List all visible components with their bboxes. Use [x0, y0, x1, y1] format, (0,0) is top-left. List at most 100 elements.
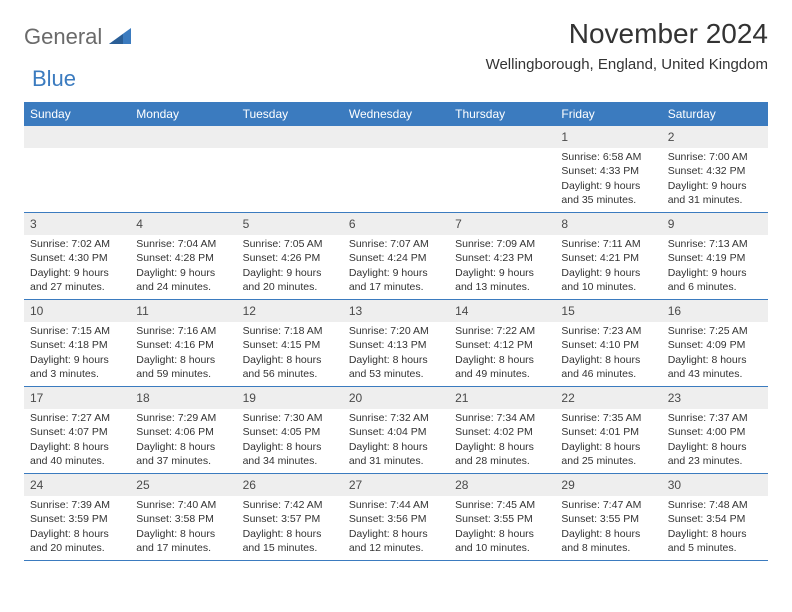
daylight-line1: Daylight: 8 hours [136, 353, 230, 367]
sunrise-text: Sunrise: 7:44 AM [349, 498, 443, 512]
day-number: 9 [662, 213, 768, 235]
day-header-tue: Tuesday [237, 102, 343, 126]
day-body: Sunrise: 7:00 AMSunset: 4:32 PMDaylight:… [662, 148, 768, 211]
day-number: 15 [555, 300, 661, 322]
sunset-text: Sunset: 3:59 PM [30, 512, 124, 526]
sunrise-text: Sunrise: 7:40 AM [136, 498, 230, 512]
sunrise-text: Sunrise: 7:23 AM [561, 324, 655, 338]
day-cell: 16Sunrise: 7:25 AMSunset: 4:09 PMDayligh… [662, 300, 768, 386]
day-cell: 5Sunrise: 7:05 AMSunset: 4:26 PMDaylight… [237, 213, 343, 299]
sunset-text: Sunset: 4:16 PM [136, 338, 230, 352]
sunrise-text: Sunrise: 7:15 AM [30, 324, 124, 338]
daylight-line1: Daylight: 8 hours [243, 353, 337, 367]
daylight-line2: and 23 minutes. [668, 454, 762, 468]
empty-num [130, 126, 236, 148]
day-number: 27 [343, 474, 449, 496]
daylight-line2: and 8 minutes. [561, 541, 655, 555]
daylight-line2: and 17 minutes. [136, 541, 230, 555]
daylight-line2: and 10 minutes. [561, 280, 655, 294]
day-cell: 30Sunrise: 7:48 AMSunset: 3:54 PMDayligh… [662, 474, 768, 560]
sunrise-text: Sunrise: 7:22 AM [455, 324, 549, 338]
empty-cell [449, 126, 555, 212]
day-cell: 11Sunrise: 7:16 AMSunset: 4:16 PMDayligh… [130, 300, 236, 386]
day-number: 25 [130, 474, 236, 496]
day-body: Sunrise: 6:58 AMSunset: 4:33 PMDaylight:… [555, 148, 661, 211]
daylight-line2: and 25 minutes. [561, 454, 655, 468]
daylight-line2: and 31 minutes. [668, 193, 762, 207]
daylight-line1: Daylight: 9 hours [668, 266, 762, 280]
day-cell: 10Sunrise: 7:15 AMSunset: 4:18 PMDayligh… [24, 300, 130, 386]
day-body: Sunrise: 7:47 AMSunset: 3:55 PMDaylight:… [555, 496, 661, 559]
sunset-text: Sunset: 4:12 PM [455, 338, 549, 352]
daylight-line2: and 43 minutes. [668, 367, 762, 381]
daylight-line2: and 28 minutes. [455, 454, 549, 468]
day-number: 29 [555, 474, 661, 496]
day-cell: 15Sunrise: 7:23 AMSunset: 4:10 PMDayligh… [555, 300, 661, 386]
day-number: 20 [343, 387, 449, 409]
day-body: Sunrise: 7:44 AMSunset: 3:56 PMDaylight:… [343, 496, 449, 559]
day-number: 18 [130, 387, 236, 409]
daylight-line1: Daylight: 9 hours [455, 266, 549, 280]
sunset-text: Sunset: 4:26 PM [243, 251, 337, 265]
daylight-line2: and 10 minutes. [455, 541, 549, 555]
day-number: 11 [130, 300, 236, 322]
week-row: 1Sunrise: 6:58 AMSunset: 4:33 PMDaylight… [24, 126, 768, 213]
sunrise-text: Sunrise: 7:04 AM [136, 237, 230, 251]
week-row: 17Sunrise: 7:27 AMSunset: 4:07 PMDayligh… [24, 387, 768, 474]
day-body: Sunrise: 7:02 AMSunset: 4:30 PMDaylight:… [24, 235, 130, 298]
weeks-container: 1Sunrise: 6:58 AMSunset: 4:33 PMDaylight… [24, 126, 768, 561]
daylight-line2: and 6 minutes. [668, 280, 762, 294]
day-header-wed: Wednesday [343, 102, 449, 126]
day-header-row: Sunday Monday Tuesday Wednesday Thursday… [24, 102, 768, 126]
day-body: Sunrise: 7:30 AMSunset: 4:05 PMDaylight:… [237, 409, 343, 472]
day-body: Sunrise: 7:04 AMSunset: 4:28 PMDaylight:… [130, 235, 236, 298]
sunset-text: Sunset: 3:55 PM [561, 512, 655, 526]
daylight-line1: Daylight: 9 hours [30, 353, 124, 367]
daylight-line2: and 15 minutes. [243, 541, 337, 555]
day-cell: 21Sunrise: 7:34 AMSunset: 4:02 PMDayligh… [449, 387, 555, 473]
sunset-text: Sunset: 4:13 PM [349, 338, 443, 352]
sunrise-text: Sunrise: 7:13 AM [668, 237, 762, 251]
sunset-text: Sunset: 4:33 PM [561, 164, 655, 178]
daylight-line2: and 37 minutes. [136, 454, 230, 468]
daylight-line2: and 35 minutes. [561, 193, 655, 207]
day-cell: 2Sunrise: 7:00 AMSunset: 4:32 PMDaylight… [662, 126, 768, 212]
day-body: Sunrise: 7:07 AMSunset: 4:24 PMDaylight:… [343, 235, 449, 298]
day-cell: 4Sunrise: 7:04 AMSunset: 4:28 PMDaylight… [130, 213, 236, 299]
day-body: Sunrise: 7:25 AMSunset: 4:09 PMDaylight:… [662, 322, 768, 385]
day-cell: 13Sunrise: 7:20 AMSunset: 4:13 PMDayligh… [343, 300, 449, 386]
day-number: 16 [662, 300, 768, 322]
sunrise-text: Sunrise: 7:07 AM [349, 237, 443, 251]
week-row: 10Sunrise: 7:15 AMSunset: 4:18 PMDayligh… [24, 300, 768, 387]
daylight-line1: Daylight: 8 hours [349, 440, 443, 454]
sunset-text: Sunset: 4:01 PM [561, 425, 655, 439]
day-number: 6 [343, 213, 449, 235]
sunrise-text: Sunrise: 7:30 AM [243, 411, 337, 425]
day-body: Sunrise: 7:15 AMSunset: 4:18 PMDaylight:… [24, 322, 130, 385]
daylight-line1: Daylight: 8 hours [561, 353, 655, 367]
sunset-text: Sunset: 4:05 PM [243, 425, 337, 439]
sunrise-text: Sunrise: 7:34 AM [455, 411, 549, 425]
logo-text-blue: Blue [32, 66, 131, 92]
daylight-line1: Daylight: 8 hours [455, 527, 549, 541]
day-cell: 3Sunrise: 7:02 AMSunset: 4:30 PMDaylight… [24, 213, 130, 299]
title-block: November 2024 Wellingborough, England, U… [486, 18, 768, 73]
sunset-text: Sunset: 4:30 PM [30, 251, 124, 265]
day-number: 5 [237, 213, 343, 235]
daylight-line2: and 20 minutes. [30, 541, 124, 555]
empty-num [449, 126, 555, 148]
day-cell: 20Sunrise: 7:32 AMSunset: 4:04 PMDayligh… [343, 387, 449, 473]
empty-num [343, 126, 449, 148]
daylight-line1: Daylight: 8 hours [668, 527, 762, 541]
sunset-text: Sunset: 3:56 PM [349, 512, 443, 526]
sunset-text: Sunset: 4:23 PM [455, 251, 549, 265]
daylight-line1: Daylight: 9 hours [668, 179, 762, 193]
daylight-line2: and 53 minutes. [349, 367, 443, 381]
day-number: 26 [237, 474, 343, 496]
daylight-line1: Daylight: 8 hours [455, 440, 549, 454]
day-body: Sunrise: 7:18 AMSunset: 4:15 PMDaylight:… [237, 322, 343, 385]
day-cell: 22Sunrise: 7:35 AMSunset: 4:01 PMDayligh… [555, 387, 661, 473]
empty-cell [343, 126, 449, 212]
day-cell: 1Sunrise: 6:58 AMSunset: 4:33 PMDaylight… [555, 126, 661, 212]
sunset-text: Sunset: 4:32 PM [668, 164, 762, 178]
